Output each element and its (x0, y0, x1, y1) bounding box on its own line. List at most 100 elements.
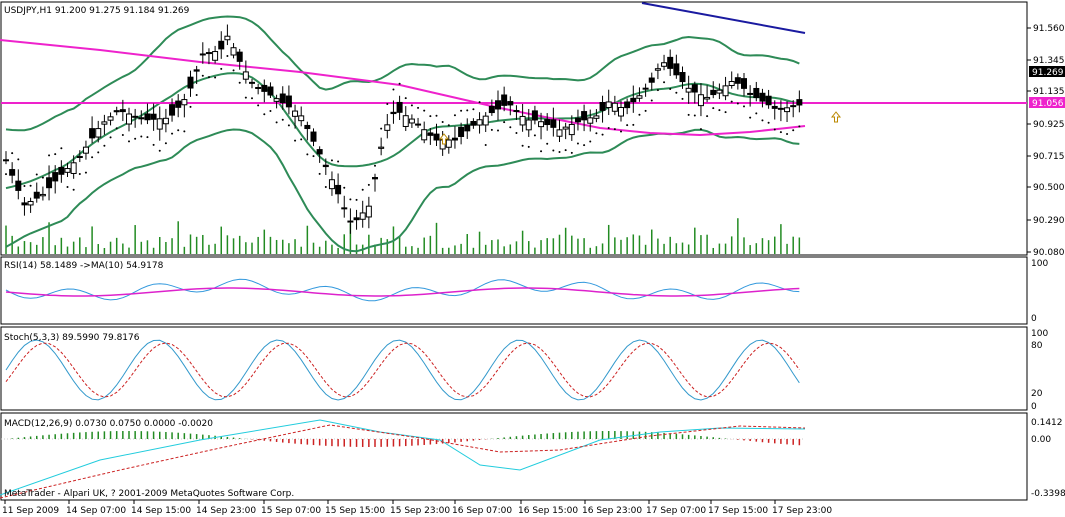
macd-panel[interactable] (0, 412, 1028, 501)
candle-body (562, 126, 569, 130)
candle-body (433, 133, 440, 141)
price-tick-label: 91.560 (1033, 24, 1065, 34)
candle-body (144, 113, 151, 121)
sar-dot (620, 130, 622, 133)
sar-dot (761, 119, 764, 122)
sar-dot (324, 185, 327, 188)
candle-body (451, 137, 458, 141)
candle-body (538, 121, 545, 128)
sar-dot (773, 128, 776, 131)
time-label: 11 Sep 2009 (2, 506, 59, 516)
candle-body (574, 117, 581, 123)
candle-body (169, 104, 176, 116)
sar-dot (269, 110, 272, 113)
candle-body (784, 107, 791, 113)
candle-body (322, 164, 329, 168)
candle-body (64, 168, 71, 173)
rsi-ma-line (5, 287, 800, 297)
sar-dot (749, 116, 752, 119)
sar-dot (564, 149, 567, 152)
candle-body (138, 117, 145, 120)
stoch-tick-0: 0 (1031, 402, 1037, 412)
up-arrow-icon (830, 111, 842, 123)
candle-body (661, 62, 668, 67)
main-price-panel[interactable] (0, 1, 1028, 256)
candle-body (679, 72, 686, 83)
candle-body (501, 94, 508, 106)
sar-dot (103, 144, 106, 147)
candle-body (771, 105, 778, 109)
stoch-label: Stoch(5,3,3) 89.5990 79.8176 (4, 333, 140, 343)
sar-dot (453, 114, 456, 117)
candle-body (550, 119, 557, 128)
sar-dot (521, 144, 524, 147)
sar-dot (398, 82, 401, 85)
candle-body (279, 93, 286, 104)
candle-body (292, 110, 299, 117)
sar-dot (158, 149, 161, 152)
sar-dot (786, 132, 789, 135)
sar-dot (287, 124, 290, 127)
candle-body (408, 118, 415, 124)
sar-dot (693, 114, 696, 117)
hline-price-label: 91.056 (1032, 99, 1064, 109)
candle-body (347, 220, 354, 223)
candle-body (734, 77, 741, 84)
sar-dot (257, 104, 260, 107)
sar-dot (613, 128, 616, 131)
candle-body (193, 69, 200, 72)
candle-body (765, 95, 772, 106)
sar-dot (54, 153, 57, 156)
time-label: 15 Sep 23:00 (390, 506, 450, 516)
sar-dot (232, 69, 235, 72)
macd-lines (0, 419, 806, 499)
stochastic-panel[interactable] (0, 326, 1028, 411)
sar-dot (558, 150, 561, 153)
time-label: 16 Sep 07:00 (452, 506, 512, 516)
macd-main-line (0, 419, 806, 496)
rsi-panel[interactable] (0, 256, 1028, 325)
candle-body (390, 111, 397, 115)
candle-body (242, 71, 249, 80)
sar-dot (84, 171, 87, 174)
candle-body (642, 87, 649, 90)
macd-tick-bottom: -0.3398 (1031, 489, 1065, 499)
sar-dot (72, 188, 75, 191)
sar-dot (632, 123, 635, 126)
sar-dot (128, 140, 130, 143)
trend-line[interactable] (641, 2, 806, 34)
candle-body (716, 89, 723, 94)
time-label: 14 Sep 23:00 (196, 506, 256, 516)
sar-dot (601, 133, 604, 136)
candle-body (488, 105, 495, 114)
stoch-tick-100: 100 (1031, 329, 1048, 339)
candle-body (710, 89, 717, 96)
candle-body (224, 35, 231, 41)
macd-tick-zero: 0.00 (1031, 435, 1051, 445)
sar-dot (460, 109, 463, 112)
sar-dot (435, 114, 438, 117)
candle-body (236, 51, 243, 62)
sar-dot (429, 115, 432, 118)
candle-body (519, 115, 526, 126)
time-label: 16 Sep 23:00 (582, 506, 642, 516)
candle-body (298, 115, 305, 122)
sar-dot (121, 134, 124, 137)
rsi-line (5, 278, 800, 302)
macd-signal-line (0, 424, 806, 499)
volume-histogram (5, 218, 801, 254)
sar-dot (570, 151, 573, 154)
sar-dot (5, 173, 7, 176)
candle-body (728, 81, 735, 87)
sar-dot (669, 87, 672, 90)
sar-dot (478, 101, 481, 104)
sar-dot (404, 97, 407, 100)
sar-dot (146, 136, 149, 139)
candle-body (95, 128, 102, 138)
candle-body (328, 179, 335, 190)
sar-dot (330, 159, 333, 162)
candle-body (384, 124, 391, 131)
sar-dot (417, 106, 420, 109)
sar-dot (497, 129, 499, 132)
